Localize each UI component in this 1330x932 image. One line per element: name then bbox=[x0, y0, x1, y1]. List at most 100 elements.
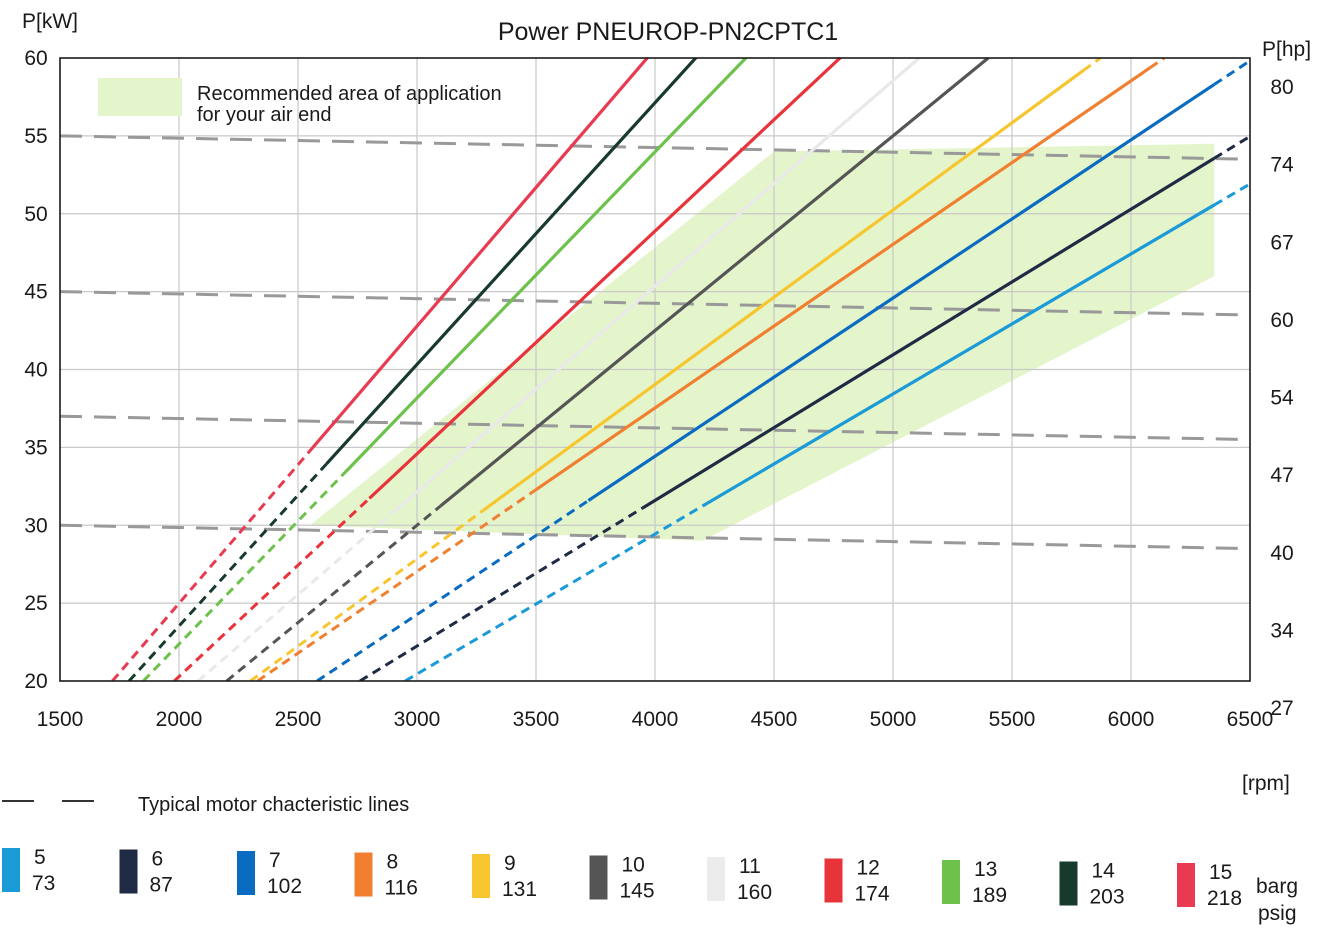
y-tick-label-right-8: 80 bbox=[1270, 76, 1293, 99]
y-tick-label-left-1: 25 bbox=[24, 592, 47, 615]
series-10-barg-dashed-low bbox=[225, 504, 442, 681]
plot-frame bbox=[59, 57, 1251, 682]
motor-line-3 bbox=[60, 414, 1250, 442]
legend-psig-7: 102 bbox=[267, 875, 302, 898]
y-tick-label-right-4: 54 bbox=[1270, 387, 1294, 410]
legend-barg-12: 12 bbox=[857, 857, 880, 880]
recommended-area-label-line2: for your air end bbox=[197, 104, 332, 126]
series-8-barg-dashed-high bbox=[1149, 58, 1166, 69]
legend-barg-6: 6 bbox=[152, 848, 164, 871]
legend-psig-6: 87 bbox=[150, 874, 173, 897]
series-11-barg-solid bbox=[392, 58, 918, 514]
legend-psig-5: 73 bbox=[32, 872, 55, 895]
series-15-barg-solid bbox=[308, 58, 650, 452]
y-tick-label-left-2: 30 bbox=[24, 514, 47, 537]
legend-swatch-11 bbox=[707, 857, 725, 901]
motor-line-4 bbox=[60, 523, 1250, 551]
series-14-barg-dashed-low bbox=[127, 462, 328, 681]
x-tick-label-5: 4000 bbox=[632, 708, 679, 731]
legend-barg-5: 5 bbox=[34, 846, 46, 869]
series-6-barg-solid bbox=[642, 156, 1216, 510]
recommended-area-label-line1: Recommended area of application bbox=[197, 83, 502, 105]
legend-barg-13: 13 bbox=[974, 858, 997, 881]
legend-swatch-7 bbox=[237, 851, 255, 895]
legend-barg-11: 11 bbox=[739, 855, 761, 878]
series-11-barg-dashed-low bbox=[197, 511, 395, 681]
y-tick-label-right-0: 27 bbox=[1270, 697, 1293, 720]
series-9-barg-solid bbox=[482, 69, 1085, 512]
x-tick-label-7: 5000 bbox=[870, 708, 917, 731]
motor-line-2 bbox=[60, 290, 1250, 317]
x-axis-label: [rpm] bbox=[1242, 772, 1290, 795]
legend-unit-psig: psig bbox=[1258, 902, 1297, 925]
x-tick-label-1: 2000 bbox=[156, 708, 203, 731]
legend-swatch-10 bbox=[589, 855, 608, 900]
series-9-barg-dashed-high bbox=[1082, 58, 1102, 72]
legend-unit-barg: barg bbox=[1256, 875, 1298, 898]
x-tick-label-4: 3500 bbox=[513, 708, 560, 731]
legend-psig-10: 145 bbox=[620, 880, 655, 903]
x-tick-label-6: 4500 bbox=[751, 708, 798, 731]
x-tick-label-0: 1500 bbox=[37, 708, 84, 731]
legend-psig-11: 160 bbox=[737, 881, 772, 904]
chart-title: Power PNEUROP-PN2CPTC1 bbox=[498, 18, 838, 46]
series-12-barg-solid bbox=[368, 58, 843, 500]
legend-psig-15: 218 bbox=[1207, 887, 1242, 910]
series-7-barg-solid bbox=[587, 83, 1216, 502]
legend-swatch-5 bbox=[2, 848, 20, 892]
legend-swatch-15 bbox=[1177, 863, 1195, 907]
legend-barg-14: 14 bbox=[1092, 860, 1116, 883]
motor-line-legend-label: Typical motor chacteristic lines bbox=[138, 794, 409, 816]
series-7-barg-dashed-high bbox=[1213, 58, 1250, 86]
series-15-barg-dashed-low bbox=[111, 449, 312, 681]
series-7-barg-dashed-low bbox=[316, 499, 590, 681]
x-tick-label-3: 3000 bbox=[394, 708, 441, 731]
legend-psig-12: 174 bbox=[855, 883, 890, 906]
legend-barg-15: 15 bbox=[1209, 861, 1232, 884]
pressure-legend: 5 73 6 87 7 102 8 116 9 131 10 145 11 160 12 174 13 189 14… bbox=[2, 846, 1242, 910]
legend-barg-9: 9 bbox=[504, 852, 516, 875]
series-6-barg-dashed-low bbox=[359, 506, 644, 681]
x-tick-label-2: 2500 bbox=[275, 708, 322, 731]
y-tick-label-right-7: 74 bbox=[1270, 154, 1294, 177]
legend-psig-13: 189 bbox=[972, 884, 1007, 907]
legend-barg-10: 10 bbox=[622, 854, 645, 877]
series-5-barg-dashed-low bbox=[404, 504, 704, 681]
series-9-barg-dashed-low bbox=[249, 508, 485, 681]
recommended-area bbox=[309, 143, 1215, 541]
series-8-barg-dashed-low bbox=[256, 488, 537, 681]
y-tick-label-left-8: 60 bbox=[24, 47, 47, 70]
series-6-barg-dashed-high bbox=[1213, 134, 1250, 160]
series-5-barg-solid bbox=[701, 203, 1216, 508]
series-8-barg-solid bbox=[535, 66, 1151, 491]
legend-swatch-9 bbox=[472, 854, 490, 898]
recommended-area-legend: Recommended area of application for your… bbox=[98, 78, 502, 126]
legend-swatch-8 bbox=[354, 852, 373, 897]
y-tick-label-left-5: 45 bbox=[24, 281, 47, 304]
y-tick-label-right-2: 40 bbox=[1270, 542, 1293, 565]
motor-line-1 bbox=[60, 134, 1250, 161]
legend-psig-9: 131 bbox=[502, 878, 537, 901]
y-tick-label-right-1: 34 bbox=[1270, 619, 1294, 642]
y-tick-label-right-3: 47 bbox=[1270, 464, 1293, 487]
legend-psig-8: 116 bbox=[385, 877, 418, 900]
y-tick-label-left-0: 20 bbox=[24, 670, 47, 693]
y-tick-label-left-7: 55 bbox=[24, 125, 47, 148]
legend-swatch-13 bbox=[942, 860, 960, 904]
series-14-barg-solid bbox=[325, 58, 698, 465]
y-tick-label-left-4: 40 bbox=[24, 359, 47, 382]
x-tick-label-8: 5500 bbox=[989, 708, 1036, 731]
series-12-barg-dashed-high bbox=[839, 58, 843, 60]
y-tick-label-left-3: 35 bbox=[24, 436, 47, 459]
legend-swatch-14 bbox=[1059, 861, 1078, 906]
legend-swatch-12 bbox=[824, 858, 843, 903]
y-tick-label-right-6: 67 bbox=[1270, 231, 1293, 254]
recommended-area-swatch bbox=[98, 78, 182, 116]
y-axis-label-left: P[kW] bbox=[22, 10, 78, 33]
motor-line-legend: Typical motor chacteristic lines bbox=[2, 794, 409, 816]
legend-psig-14: 203 bbox=[1090, 886, 1125, 909]
x-tick-label-9: 6000 bbox=[1108, 708, 1155, 731]
series-13-barg-dashed-low bbox=[142, 470, 347, 681]
